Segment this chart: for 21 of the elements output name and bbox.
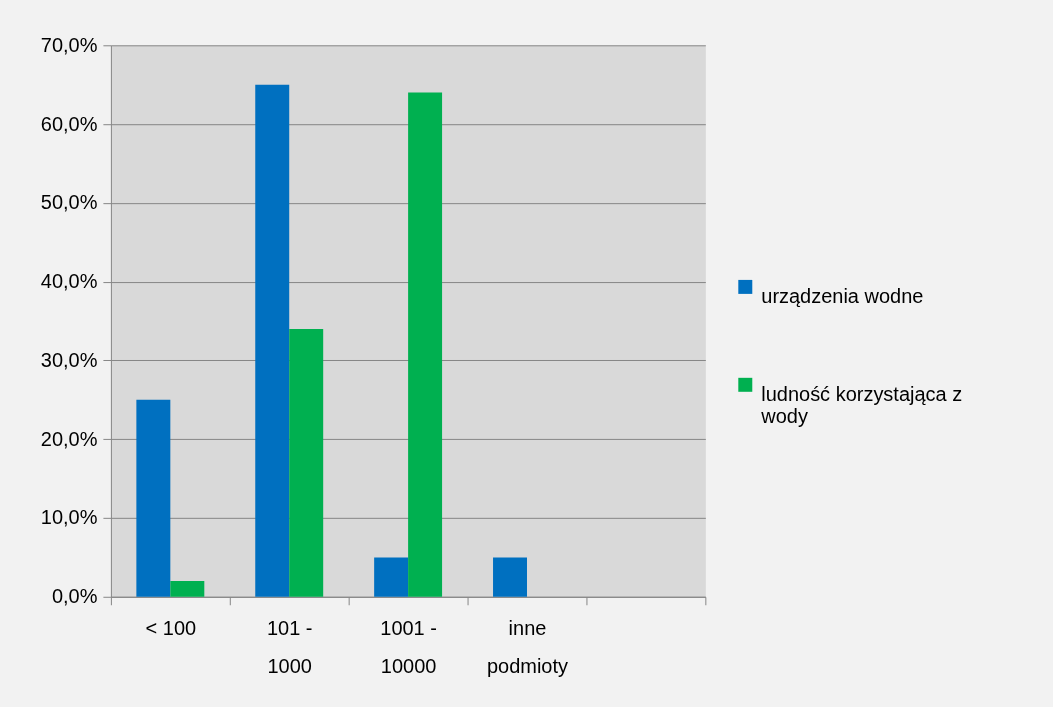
bar (255, 84, 290, 597)
legend-label: urządzenia wodne (761, 284, 924, 307)
x-tick-label: inne podmioty (486, 617, 569, 678)
y-tick-label: 60,0% (40, 112, 98, 135)
bar (170, 581, 205, 597)
y-tick-label: 0,0% (51, 585, 98, 608)
x-tick-label: < 100 (145, 617, 197, 640)
y-tick-label: 10,0% (40, 506, 98, 529)
bar (289, 328, 324, 597)
y-tick-label: 70,0% (40, 33, 98, 56)
y-tick-label: 20,0% (40, 427, 98, 450)
x-tick-label: 101 - 1000 (266, 617, 313, 678)
bar (374, 557, 409, 597)
bar (493, 557, 527, 597)
y-tick-label: 30,0% (40, 348, 98, 371)
x-tick-label: 1001 - 10000 (380, 617, 437, 678)
legend-label: ludność korzystająca z wody (760, 382, 963, 427)
y-tick-label: 50,0% (40, 191, 98, 214)
bar (408, 92, 443, 597)
y-tick-label: 40,0% (40, 270, 98, 293)
bar (136, 399, 171, 597)
